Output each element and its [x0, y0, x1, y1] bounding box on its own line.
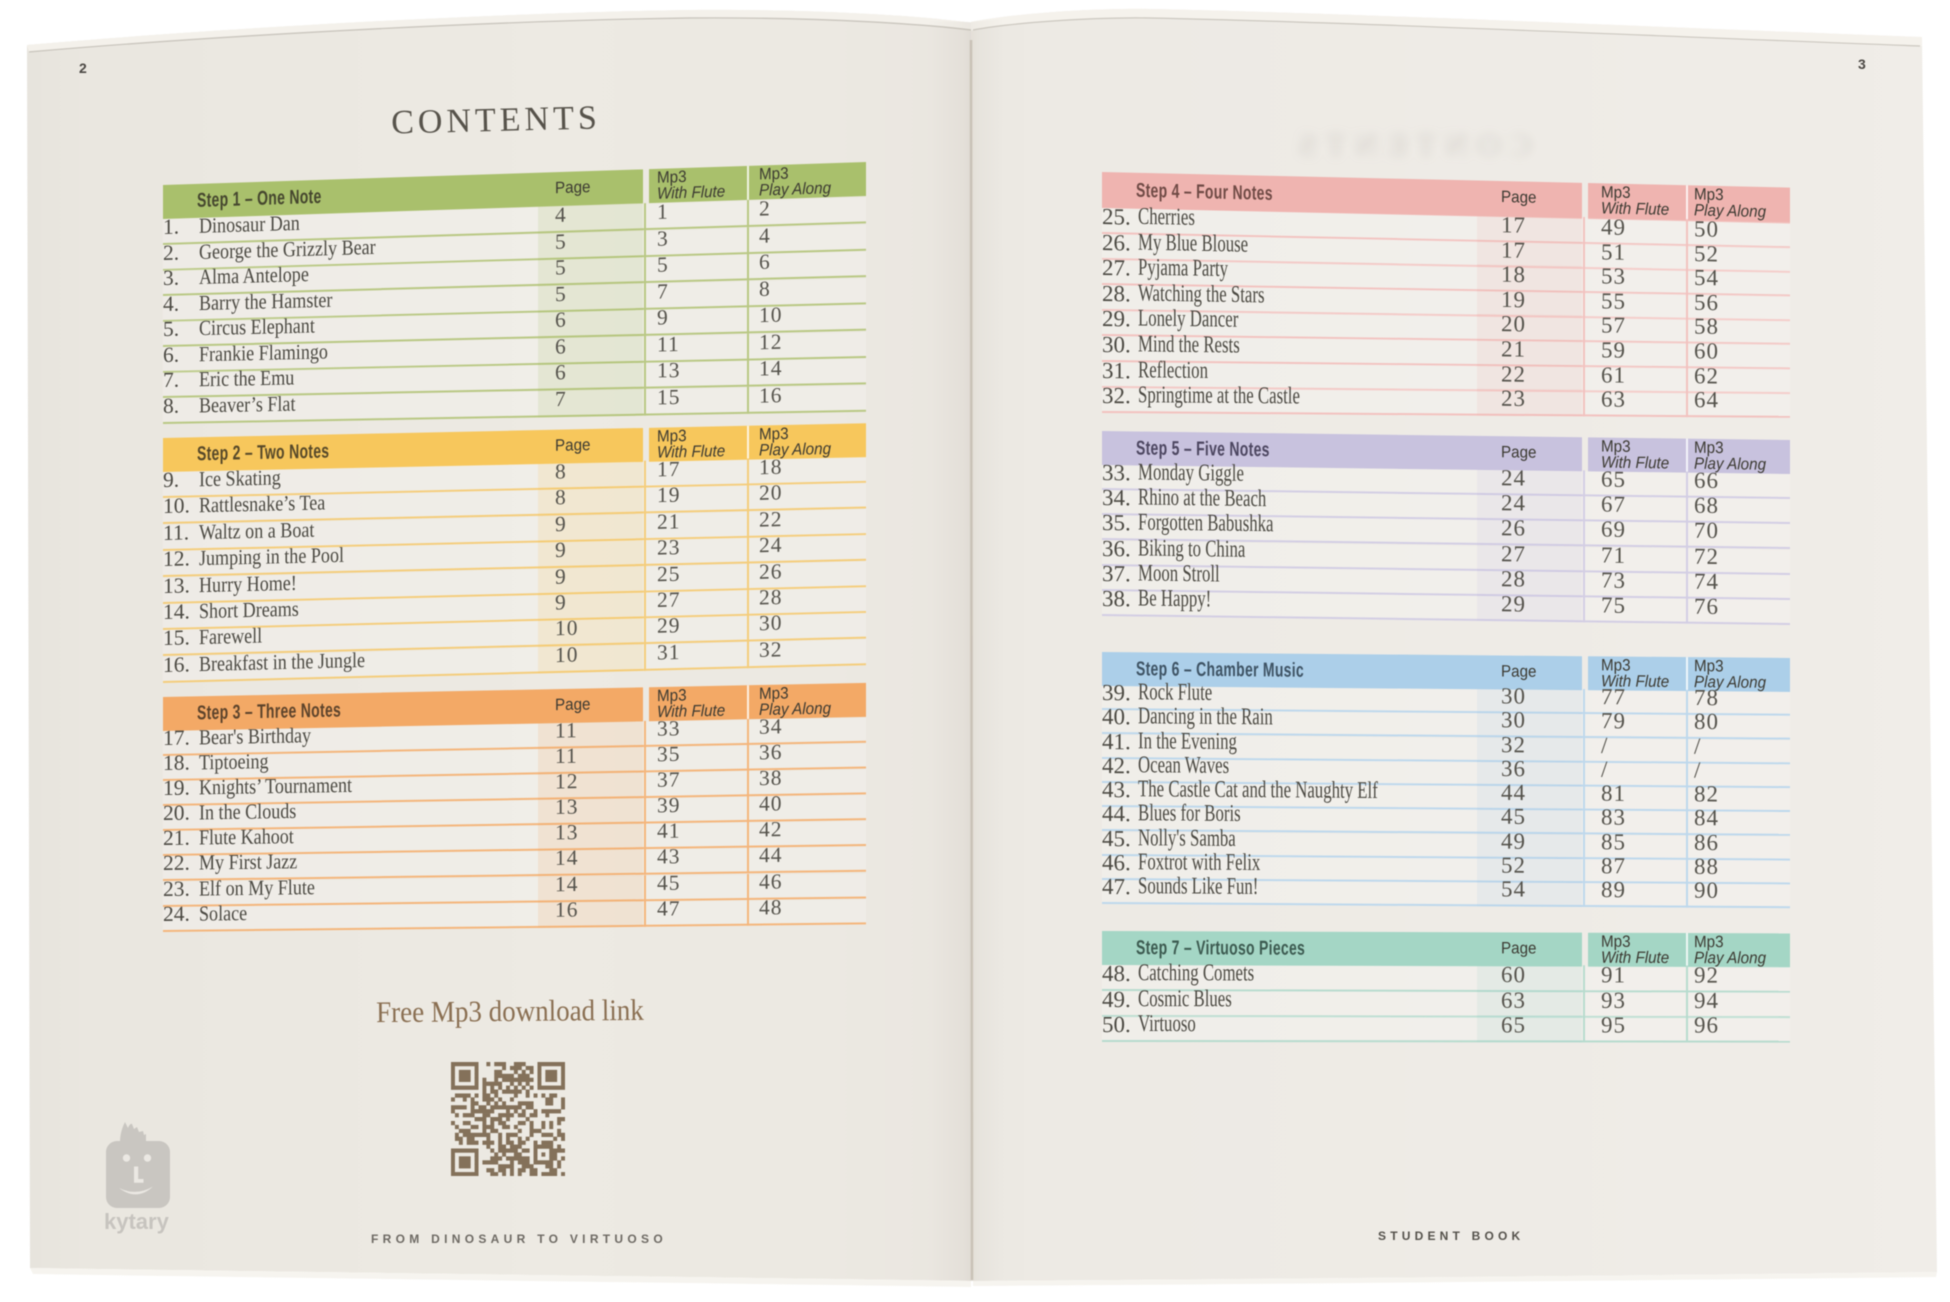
svg-text:kytary: kytary [104, 1209, 170, 1234]
